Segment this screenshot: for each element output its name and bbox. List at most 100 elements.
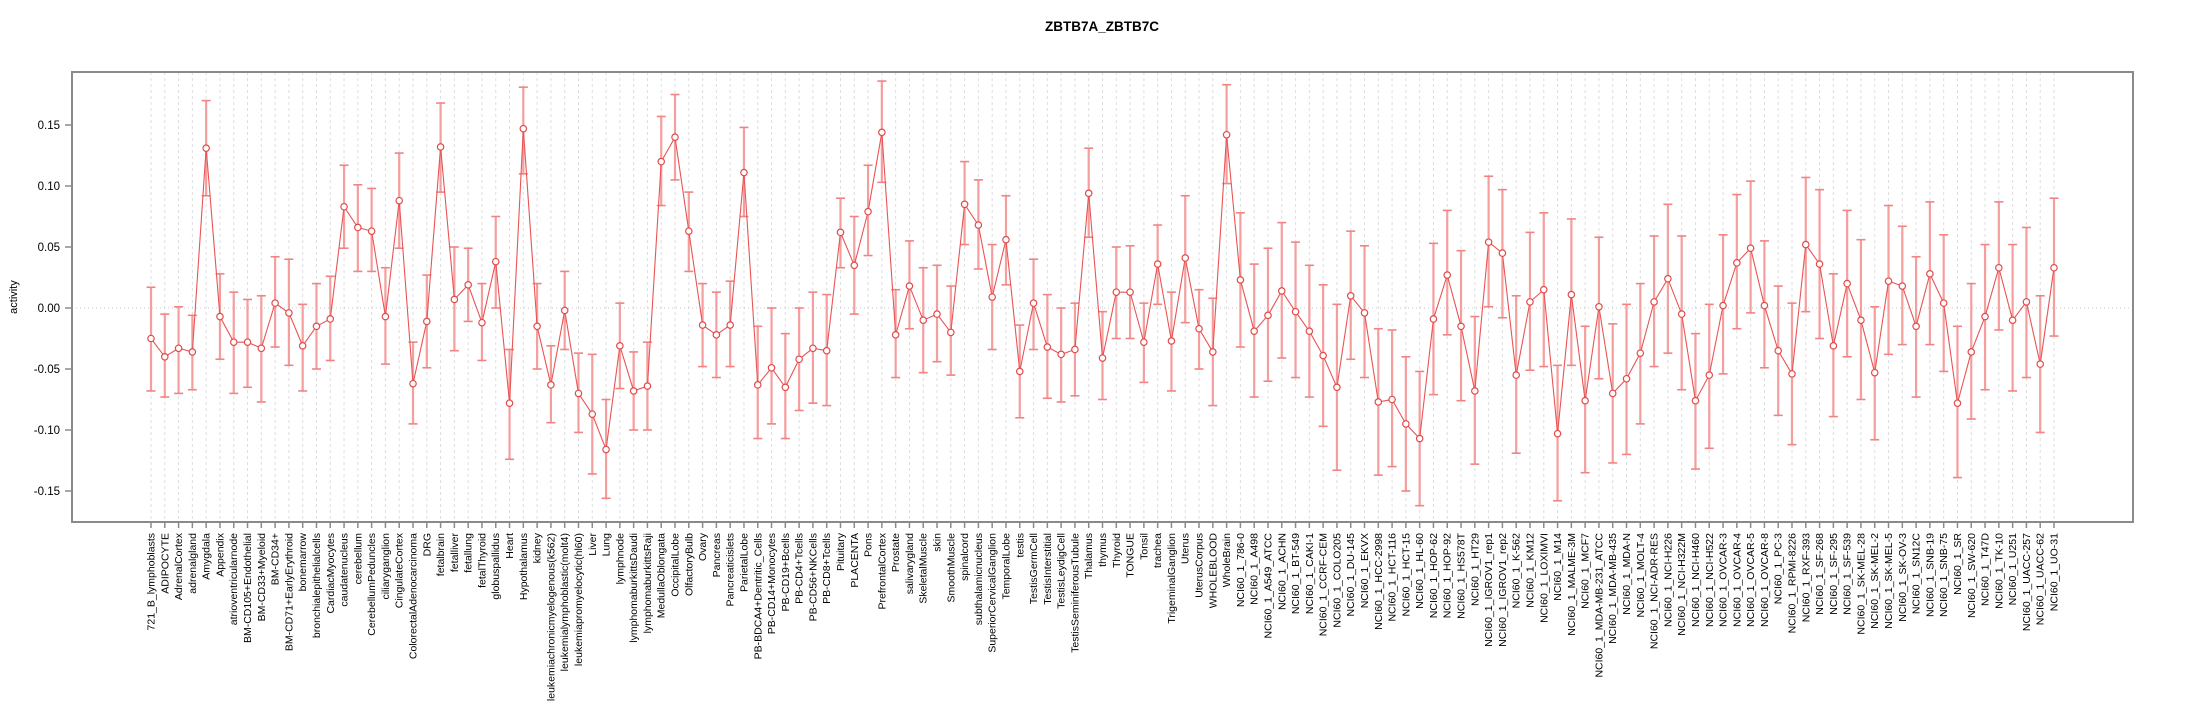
data-point <box>1526 298 1534 306</box>
data-point <box>629 387 638 395</box>
x-tick-label: NCI60_1_SK-MEL-5 <box>1883 533 1895 629</box>
data-point <box>1236 276 1245 284</box>
x-tick-label: spinalcord <box>959 533 971 581</box>
x-tick-label: subthalamicnucleus <box>973 533 985 625</box>
x-tick-label: NCI60_1_OVCAR-8 <box>1759 533 1771 627</box>
x-tick-label: NCI60_1_A498 <box>1249 533 1261 605</box>
y-tick-label: 0.00 <box>38 303 60 315</box>
data-point <box>560 306 569 315</box>
data-point <box>1002 235 1010 244</box>
x-tick-label: DRG <box>421 533 433 556</box>
data-point <box>1195 324 1203 333</box>
data-point <box>1870 368 1879 377</box>
data-point <box>1774 346 1783 355</box>
data-point <box>1112 288 1121 296</box>
x-tick-label: PB-BDCA4+Dentritic_Cells <box>752 533 764 659</box>
data-point <box>1153 260 1162 268</box>
data-point <box>1650 298 1658 306</box>
data-point <box>1664 274 1672 283</box>
data-point <box>1939 299 1948 307</box>
x-tick-label: NCI60_1_HOP-92 <box>1442 533 1454 618</box>
data-point <box>753 381 762 389</box>
x-tick-label: NCI60_1_BT-549 <box>1290 533 1302 614</box>
data-point <box>671 133 679 142</box>
x-tick-label: lymphomaburkittsDaudi <box>628 533 640 643</box>
x-tick-label: ADIPOCYTE <box>159 533 171 594</box>
data-point <box>1705 371 1714 379</box>
data-point <box>602 445 610 454</box>
x-tick-label: NCI60_1_UO-31 <box>2049 533 2061 611</box>
data-point <box>2036 360 2045 368</box>
data-point <box>491 257 500 266</box>
data-point <box>1512 371 1520 379</box>
data-point <box>822 346 831 355</box>
data-point <box>1677 310 1686 318</box>
x-tick-label: NCI60_1_MALME-3M <box>1566 533 1578 636</box>
x-tick-label: NCI60_1_KM12 <box>1524 533 1536 608</box>
x-tick-label: testis <box>1014 533 1026 558</box>
data-point <box>1760 301 1769 310</box>
data-point <box>726 321 734 329</box>
data-point <box>1264 311 1272 320</box>
x-tick-label: NCI60_1_NCI-H460 <box>1690 533 1702 627</box>
x-tick-label: UterusCorpus <box>1194 533 1206 598</box>
x-tick-label: leukemialymphoblastic(molt4) <box>559 533 571 671</box>
data-point <box>326 315 335 323</box>
data-point <box>478 318 486 327</box>
x-tick-label: NCI60_1_CAKI-1 <box>1304 533 1316 614</box>
data-point <box>1581 396 1589 405</box>
x-tick-label: NCI60_1_A549_ATCC <box>1262 533 1274 639</box>
data-point <box>850 261 859 270</box>
x-tick-label: NCI60_1_HT29 <box>1469 533 1481 606</box>
x-tick-label: NCI60_1_IGROV1_rep2 <box>1497 533 1509 647</box>
x-tick-label: NCI60_1_MDA-N <box>1621 533 1633 615</box>
x-tick-label: fetallung <box>463 533 475 573</box>
data-point <box>367 227 376 235</box>
x-tick-label: NCI60_1_UACC-62 <box>2035 533 2047 625</box>
data-point <box>1967 348 1976 356</box>
x-tick-label: lymphomaburkittsRaji <box>642 533 654 633</box>
data-point <box>1981 312 1989 321</box>
data-point <box>547 381 555 389</box>
x-tick-label: NCI60_1_T47D <box>1980 533 1992 606</box>
x-tick-label: NCI60_1_MDA-MB-435 <box>1607 533 1619 644</box>
x-tick-label: NCI60_1_SN12C <box>1911 533 1923 615</box>
y-axis-label: activity <box>8 280 20 314</box>
x-tick-label: Amygdala <box>201 533 213 580</box>
x-tick-label: Heart <box>504 533 516 559</box>
data-point <box>271 299 279 307</box>
data-point <box>1595 302 1603 311</box>
data-point <box>1815 260 1824 268</box>
x-tick-label: Liver <box>587 533 599 556</box>
data-point <box>505 399 514 407</box>
data-point <box>436 143 445 151</box>
data-point <box>1843 279 1851 288</box>
data-point <box>1484 238 1493 246</box>
x-tick-label: TestisSeminiferousTubule <box>1069 533 1081 653</box>
data-point <box>450 295 459 304</box>
x-tick-label: salivarygland <box>904 533 916 594</box>
x-tick-label: Thalamus <box>1083 533 1095 579</box>
data-point <box>519 124 528 133</box>
data-point <box>229 338 238 346</box>
x-tick-label: bronchialepithelialcells <box>311 533 323 638</box>
x-tick-label: SuperiorCervicalGanglion <box>987 533 999 653</box>
data-point <box>216 312 224 321</box>
x-tick-label: PB-CD4+Tcells <box>794 533 806 604</box>
x-tick-label: NCI60_1_SK-OV-3 <box>1897 533 1909 622</box>
data-point <box>1277 287 1286 295</box>
data-point <box>243 338 252 346</box>
data-point <box>1305 327 1314 335</box>
x-tick-label: CingulateCortex <box>394 532 406 608</box>
data-point <box>1567 290 1576 299</box>
x-tick-label: SkeletalMuscle <box>918 533 930 604</box>
data-point <box>188 348 197 356</box>
data-point <box>1429 315 1438 323</box>
data-point <box>685 227 693 235</box>
data-point <box>340 202 348 211</box>
x-tick-label: Appendix <box>214 532 226 577</box>
data-point <box>1084 189 1093 198</box>
x-tick-label: OccipitalLobe <box>670 533 682 597</box>
data-point <box>891 331 900 339</box>
data-point <box>422 317 431 326</box>
